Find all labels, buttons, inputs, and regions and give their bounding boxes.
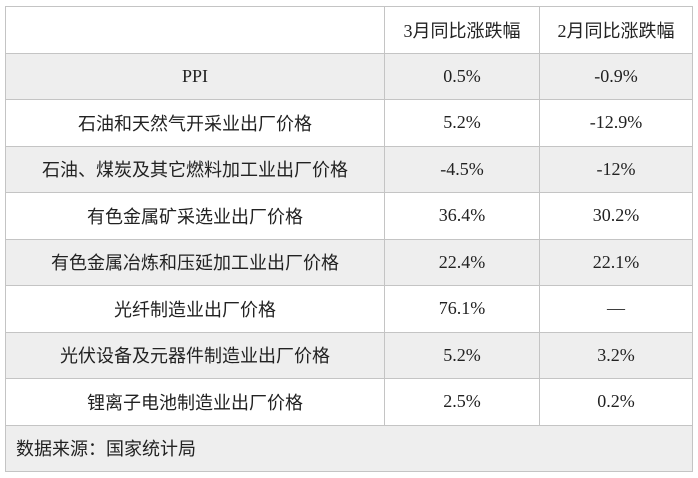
table-row: 光纤制造业出厂价格 76.1% —: [5, 285, 693, 333]
item-cell: 锂离子电池制造业出厂价格: [5, 378, 385, 426]
item-cell: 有色金属矿采选业出厂价格: [5, 192, 385, 240]
item-cell: 石油和天然气开采业出厂价格: [5, 99, 385, 147]
item-cell: 光纤制造业出厂价格: [5, 285, 385, 333]
table-row: 石油、煤炭及其它燃料加工业出厂价格 -4.5% -12%: [5, 145, 693, 193]
february-value-cell: —: [539, 285, 693, 333]
header-cell-march: 3月同比涨跌幅: [384, 6, 540, 54]
february-value-cell: 0.2%: [539, 378, 693, 426]
header-row: 3月同比涨跌幅 2月同比涨跌幅: [5, 6, 693, 54]
march-value-cell: 76.1%: [384, 285, 540, 333]
march-value-cell: 5.2%: [384, 99, 540, 147]
table-row: 有色金属冶炼和压延加工业出厂价格 22.4% 22.1%: [5, 238, 693, 286]
item-cell: 有色金属冶炼和压延加工业出厂价格: [5, 238, 385, 286]
february-value-cell: 3.2%: [539, 331, 693, 379]
march-value-cell: 5.2%: [384, 331, 540, 379]
march-value-cell: 2.5%: [384, 378, 540, 426]
item-cell: PPI: [5, 52, 385, 100]
march-value-cell: -4.5%: [384, 145, 540, 193]
source-row: 数据来源：国家统计局: [5, 424, 693, 472]
source-note: 数据来源：国家统计局: [5, 424, 693, 472]
item-cell: 光伏设备及元器件制造业出厂价格: [5, 331, 385, 379]
february-value-cell: 30.2%: [539, 192, 693, 240]
february-value-cell: -12%: [539, 145, 693, 193]
header-cell-empty: [5, 6, 385, 54]
table-row: 石油和天然气开采业出厂价格 5.2% -12.9%: [5, 99, 693, 147]
march-value-cell: 36.4%: [384, 192, 540, 240]
ppi-table: 3月同比涨跌幅 2月同比涨跌幅 PPI 0.5% -0.9% 石油和天然气开采业出厂价…: [5, 6, 693, 472]
table-row: PPI 0.5% -0.9%: [5, 52, 693, 100]
header-cell-february: 2月同比涨跌幅: [539, 6, 693, 54]
february-value-cell: -0.9%: [539, 52, 693, 100]
march-value-cell: 22.4%: [384, 238, 540, 286]
item-cell: 石油、煤炭及其它燃料加工业出厂价格: [5, 145, 385, 193]
february-value-cell: 22.1%: [539, 238, 693, 286]
march-value-cell: 0.5%: [384, 52, 540, 100]
table-row: 有色金属矿采选业出厂价格 36.4% 30.2%: [5, 192, 693, 240]
table-row: 光伏设备及元器件制造业出厂价格 5.2% 3.2%: [5, 331, 693, 379]
february-value-cell: -12.9%: [539, 99, 693, 147]
table-row: 锂离子电池制造业出厂价格 2.5% 0.2%: [5, 378, 693, 426]
